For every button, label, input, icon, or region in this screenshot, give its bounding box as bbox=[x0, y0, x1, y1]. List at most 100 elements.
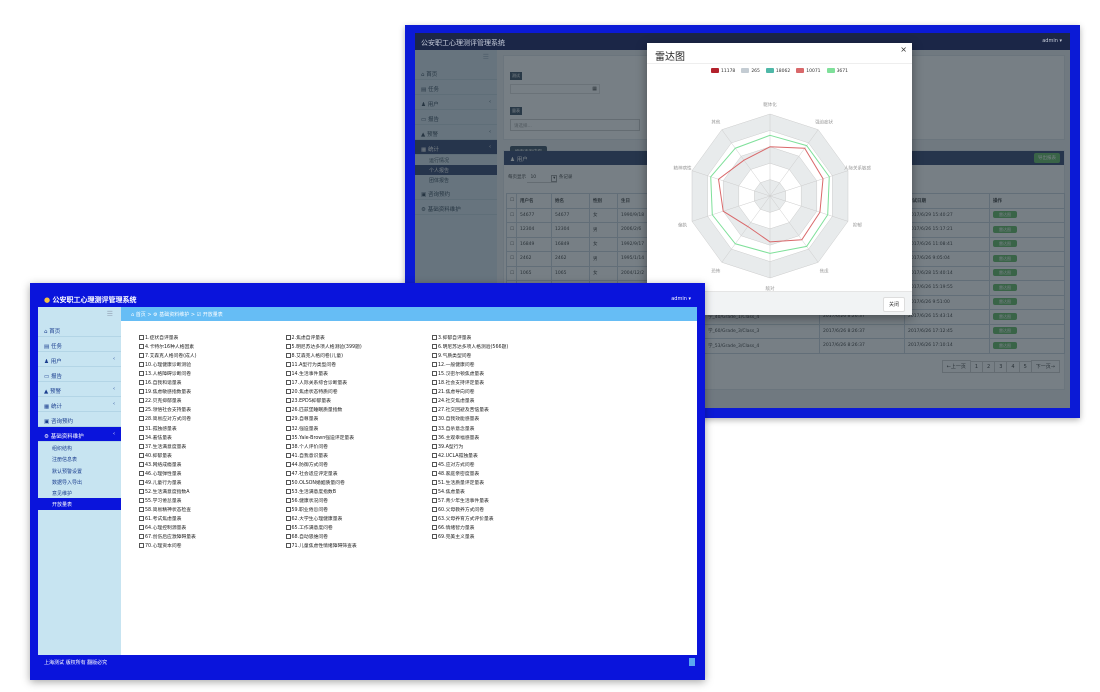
scale-checkbox[interactable]: 20.焦虑状态特质问卷 bbox=[285, 388, 338, 395]
checkbox[interactable] bbox=[139, 452, 144, 458]
checkbox[interactable] bbox=[139, 398, 144, 404]
scale-checkbox[interactable]: 62.大学生心理健康量表 bbox=[285, 515, 342, 522]
scale-checkbox[interactable]: 5.明尼苏达多项人格测验(399题) bbox=[285, 343, 362, 350]
scale-checkbox[interactable]: 43.网络成瘾量表 bbox=[139, 461, 181, 468]
scale-checkbox[interactable]: 52.生活满意度指数A bbox=[139, 488, 190, 495]
scale-checkbox[interactable]: 33.自杀意念量表 bbox=[432, 425, 474, 432]
checkbox[interactable] bbox=[285, 380, 291, 386]
checkbox[interactable] bbox=[432, 461, 437, 467]
scroll-top-button[interactable] bbox=[689, 658, 695, 666]
menu-toggle-icon[interactable]: ☰ bbox=[482, 53, 489, 61]
scale-checkbox[interactable]: 61.考试焦虑量表 bbox=[139, 515, 181, 522]
checkbox[interactable] bbox=[139, 534, 144, 540]
scale-checkbox[interactable]: 53.生活满意度指数B bbox=[285, 488, 336, 495]
checkbox[interactable] bbox=[285, 443, 291, 449]
scale-checkbox[interactable]: 48.家庭亲密度量表 bbox=[432, 470, 479, 477]
checkbox[interactable] bbox=[285, 371, 291, 377]
radar-button[interactable]: 雷达图 bbox=[993, 254, 1017, 262]
checkbox[interactable] bbox=[285, 470, 291, 476]
scale-checkbox[interactable]: 45.应对方式问卷 bbox=[432, 461, 474, 468]
checkbox[interactable] bbox=[139, 470, 144, 476]
scale-select[interactable]: 请选择... bbox=[510, 119, 640, 131]
sidebar-item-4[interactable]: ▲ 预警 ‹ bbox=[415, 125, 497, 140]
scale-checkbox[interactable]: 40.抑郁量表 bbox=[139, 452, 172, 459]
checkbox[interactable] bbox=[285, 543, 291, 549]
scale-checkbox[interactable]: 7.艾森克人格问卷(成人) bbox=[139, 352, 197, 359]
checkbox[interactable] bbox=[139, 344, 144, 350]
scale-checkbox[interactable]: 32.强迫量表 bbox=[285, 425, 318, 432]
scale-checkbox[interactable]: 71.儿童焦虑性情绪障碍筛查表 bbox=[285, 542, 357, 549]
scale-checkbox[interactable]: 10.心理健康诊断测验 bbox=[139, 361, 191, 368]
sidebar-item-b0[interactable]: ▣ 咨询预约 bbox=[415, 185, 497, 200]
sidebar-item-1[interactable]: ▤ 任务 bbox=[415, 80, 497, 95]
checkbox[interactable] bbox=[432, 407, 437, 413]
menu-toggle-icon[interactable]: ☰ bbox=[106, 310, 113, 318]
checkbox[interactable] bbox=[139, 506, 144, 512]
sidebar-item-5[interactable]: ▦ 统计 ‹ bbox=[415, 140, 497, 155]
scale-checkbox[interactable]: 37.生活满意度量表 bbox=[139, 443, 186, 450]
scale-checkbox[interactable]: 11.A型行为类型问卷 bbox=[285, 361, 336, 368]
radar-button[interactable]: 雷达图 bbox=[993, 327, 1017, 335]
page-link[interactable]: ←上一页 bbox=[941, 359, 971, 373]
scale-checkbox[interactable]: 38.个人评价问卷 bbox=[285, 443, 328, 450]
checkbox[interactable] bbox=[285, 452, 291, 458]
checkbox[interactable] bbox=[139, 389, 144, 395]
scale-checkbox[interactable]: 59.职业倦怠问卷 bbox=[285, 506, 328, 513]
checkbox[interactable] bbox=[285, 425, 291, 431]
radar-button[interactable]: 雷达图 bbox=[993, 283, 1017, 291]
checkbox[interactable] bbox=[285, 506, 291, 512]
checkbox[interactable] bbox=[139, 443, 144, 449]
checkbox[interactable] bbox=[139, 416, 144, 422]
checkbox[interactable] bbox=[285, 479, 291, 485]
scale-checkbox[interactable]: 17.人际关系综合诊断量表 bbox=[285, 379, 347, 386]
scale-checkbox[interactable]: 18.社会支持评定量表 bbox=[432, 379, 484, 386]
checkbox[interactable] bbox=[139, 362, 144, 368]
scale-checkbox[interactable]: 55.学习倦怠量表 bbox=[139, 497, 181, 504]
scale-checkbox[interactable]: 67.创伤后应激障碍量表 bbox=[139, 533, 196, 540]
checkbox[interactable] bbox=[139, 525, 144, 531]
checkbox[interactable] bbox=[285, 434, 291, 440]
scale-checkbox[interactable]: 39.A型行为 bbox=[432, 443, 463, 450]
checkbox[interactable] bbox=[285, 416, 291, 422]
checkbox[interactable] bbox=[139, 353, 144, 359]
scale-checkbox[interactable]: 19.焦虑敏感指数量表 bbox=[139, 388, 191, 395]
scale-checkbox[interactable]: 30.自我效能感量表 bbox=[432, 415, 479, 422]
scale-checkbox[interactable]: 16.自我和谐量表 bbox=[139, 379, 181, 386]
submenu-item-0[interactable]: 组织结构 bbox=[38, 442, 121, 453]
checkbox[interactable] bbox=[285, 398, 291, 404]
export-button[interactable]: 导出报表 bbox=[1034, 153, 1060, 163]
scale-checkbox[interactable]: 41.自我意识量表 bbox=[285, 452, 328, 459]
scale-checkbox[interactable]: 66.情绪智力量表 bbox=[432, 524, 474, 531]
checkbox[interactable] bbox=[139, 335, 144, 340]
scale-checkbox[interactable]: 54.焦虑量表 bbox=[432, 488, 465, 495]
scale-checkbox[interactable]: 44.防御方式问卷 bbox=[285, 461, 328, 468]
checkbox[interactable] bbox=[432, 452, 437, 458]
scale-checkbox[interactable]: 4.卡特尔16种人格因素 bbox=[139, 343, 194, 350]
checkbox[interactable] bbox=[432, 416, 437, 422]
checkbox[interactable] bbox=[432, 371, 437, 377]
scale-checkbox[interactable]: 6.明尼苏达多项人格测验(566题) bbox=[432, 343, 508, 350]
checkbox[interactable] bbox=[432, 389, 437, 395]
close-icon[interactable]: × bbox=[900, 45, 907, 54]
scale-checkbox[interactable]: 51.生活质量评定量表 bbox=[432, 479, 484, 486]
radar-button[interactable]: 雷达图 bbox=[993, 211, 1017, 219]
scale-checkbox[interactable]: 8.艾森克人格问卷(儿童) bbox=[285, 352, 343, 359]
row-checkbox[interactable]: ☐ bbox=[506, 265, 517, 281]
checkbox[interactable] bbox=[139, 371, 144, 377]
checkbox[interactable] bbox=[432, 425, 437, 431]
scale-checkbox[interactable]: 42.UCLA孤独量表 bbox=[432, 452, 478, 459]
checkbox[interactable] bbox=[432, 470, 437, 476]
row-checkbox[interactable]: ☐ bbox=[506, 236, 517, 252]
scale-checkbox[interactable]: 9.气质类型问卷 bbox=[432, 352, 471, 359]
checkbox[interactable] bbox=[432, 362, 437, 368]
checkbox[interactable] bbox=[285, 525, 291, 531]
legend-item[interactable]: 3671 bbox=[826, 68, 848, 74]
scale-checkbox[interactable]: 25.领悟社会支持量表 bbox=[139, 406, 191, 413]
sidebar-item-0[interactable]: ⌂ 首页 bbox=[38, 322, 121, 337]
sidebar-item-7[interactable]: ⚙ 基础资料维护 ‹ bbox=[38, 427, 121, 442]
checkbox[interactable] bbox=[432, 434, 437, 440]
scale-checkbox[interactable]: 36.主观幸福感量表 bbox=[432, 434, 479, 441]
sidebar-item-3[interactable]: ▭ 报告 bbox=[415, 110, 497, 125]
checkbox[interactable] bbox=[285, 389, 291, 395]
submenu-item-3[interactable]: 数据导入导出 bbox=[38, 476, 121, 487]
